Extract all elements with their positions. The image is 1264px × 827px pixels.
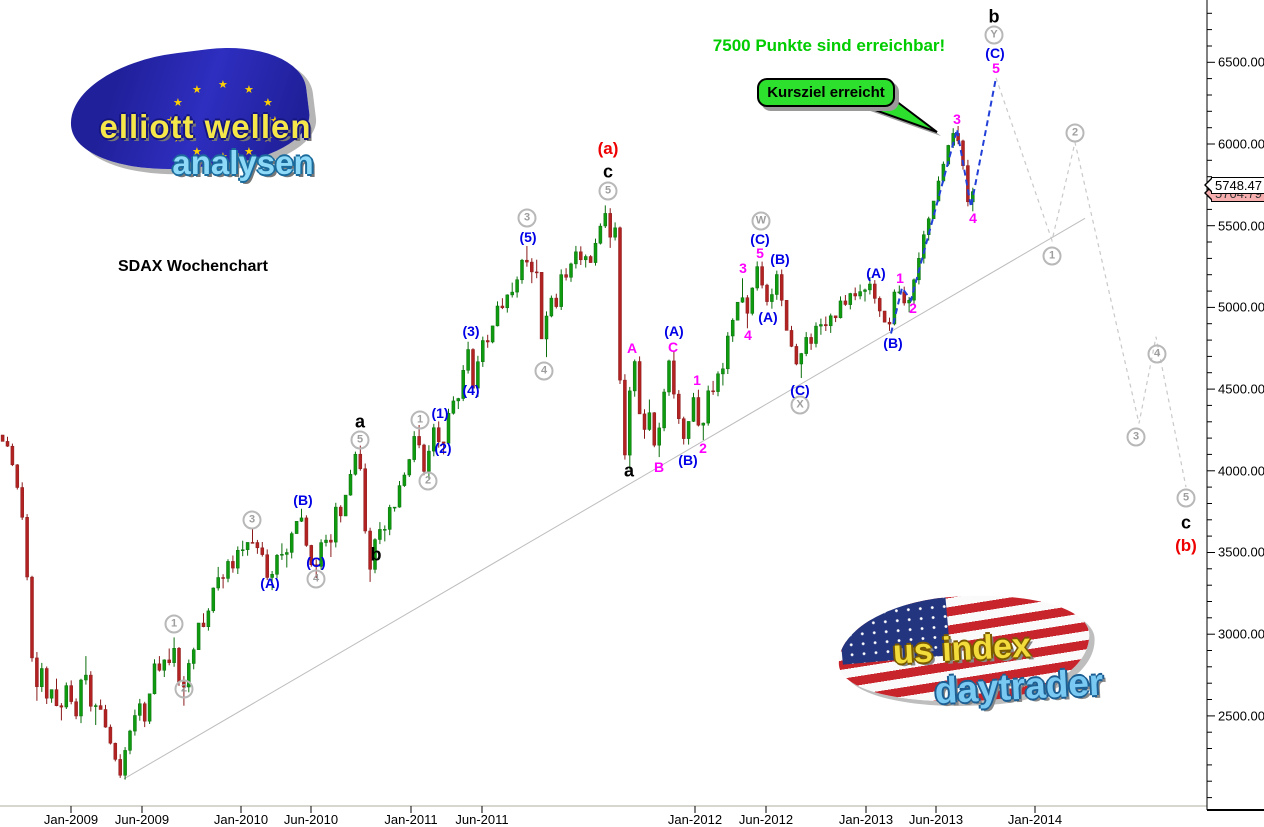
eu-star-icon: ★ [218,79,228,91]
wave-label-gray-2: 2 [1065,123,1085,143]
wave-label-magenta-5: 5 [992,60,1000,76]
wave-label-gray-3: 3 [1126,427,1146,447]
wave-label-blue-A: (A) [758,309,778,325]
logo-text-analysen: analysen [172,144,314,181]
wave-label-magenta-3: 3 [739,260,747,276]
wave-label-black-a: a [623,460,635,481]
y-axis-tick-label: 5000.00 [1218,299,1264,315]
wave-label-black-c: c [602,161,614,182]
wave-label-blue-B: (B) [293,492,313,508]
last-price-tag: 5748.47 [1204,177,1264,194]
wave-label-blue-5: (5) [519,229,537,245]
y-axis-tick-label: 4500.00 [1218,381,1264,397]
wave-label-gray-1: 1 [410,410,430,430]
wave-label-blue-3: (3) [462,323,480,339]
wave-label-blue-B: (B) [770,251,790,267]
x-axis-tick-label: Jan-2014 [1007,812,1063,827]
x-axis-tick-label: Jan-2010 [213,812,269,827]
eu-star-icon: ★ [218,151,228,163]
wave-label-gray-5: 5 [598,181,618,201]
us-index-daytrader-logo: us index daytrader [832,585,1137,740]
wave-label-black-c: c [1180,512,1192,533]
wave-label-gray-1: 1 [1042,246,1062,266]
chart-title: SDAX Wochenchart [118,258,268,275]
eu-star-icon: ★ [244,146,254,159]
wave-label-gray-4: 4 [534,361,554,381]
kursziel-callout-bubble: Kursziel erreicht [757,78,895,107]
wave-label-magenta-5: 5 [756,245,764,261]
eu-star-icon: ★ [192,146,202,159]
wave-label-gray-1: 1 [164,614,184,634]
wave-label-blue-B: (B) [883,335,903,351]
wave-label-blue-A: (A) [866,265,886,281]
y-axis-tick-label: 3500.00 [1218,544,1264,560]
wave-label-blue-2: (2) [434,440,452,456]
x-axis-tick-label: Jun-2012 [738,812,794,827]
eu-star-icon: ★ [166,115,176,127]
wave-label-gray-W: W [751,211,771,231]
wave-label-magenta-1: 1 [896,270,904,286]
wave-label-black-b: b [370,544,382,565]
wave-label-gray-2: 2 [418,471,438,491]
y-axis-tick-label: 4000.00 [1218,463,1264,479]
eu-star-icon: ★ [270,115,280,127]
y-axis-tick-label: 6000.00 [1218,136,1264,152]
wave-label-blue-C: (C) [306,554,326,570]
wave-label-blue-1: (1) [431,405,449,421]
wave-label-magenta-C: C [667,339,679,355]
wave-label-magenta-1: 1 [693,372,701,388]
wave-label-red-b: (b) [1175,536,1197,555]
x-axis-tick-label: Jun-2011 [455,812,509,827]
y-axis-tick-label: 2500.00 [1218,708,1264,724]
wave-label-blue-B: (B) [678,452,698,468]
eu-star-icon: ★ [263,133,273,145]
wave-label-magenta-3: 3 [953,111,961,127]
y-axis-tick-label: 3000.00 [1218,626,1264,642]
wave-label-black-a: a [354,411,366,432]
x-axis-tick-label: Jan-2009 [43,812,99,827]
y-axis-tick-label: 5500.00 [1218,218,1264,234]
eu-star-icon: ★ [263,97,273,109]
elliott-wellen-analysen-logo: ★ ★ ★ ★ ★ ★ ★ ★ ★ ★ ★ ★ elliott wellen analysen [58,37,353,202]
eu-star-icon: ★ [244,83,254,96]
wave-label-blue-4: (4) [462,382,480,398]
x-axis-tick-label: Jan-2013 [838,812,894,827]
wave-label-magenta-4: 4 [744,327,752,343]
x-axis-tick-label: Jun-2013 [908,812,964,827]
wave-label-gray-2: 2 [174,679,194,699]
wave-label-black-b: b [988,6,1000,27]
wave-label-blue-C: (C) [985,45,1005,61]
target-headline: 7500 Punkte sind erreichbar! [712,36,946,55]
wave-label-gray-5: 5 [1176,488,1196,508]
eu-star-icon: ★ [172,97,183,109]
y-axis-tick-label: 6500.00 [1218,54,1264,70]
wave-label-blue-C: (C) [790,382,810,398]
wave-label-magenta-2: 2 [909,300,917,316]
x-axis-tick-label: Jan-2011 [384,812,438,827]
wave-label-gray-4: 4 [306,569,326,589]
wave-label-red-a: (a) [597,139,619,158]
wave-label-magenta-4: 4 [969,210,977,226]
wave-label-gray-3: 3 [242,510,262,530]
eu-star-icon: ★ [192,83,202,96]
x-axis-tick-label: Jun-2010 [283,812,339,827]
wave-label-gray-5: 5 [350,430,370,450]
x-axis-tick-label: Jun-2009 [114,812,170,827]
eu-star-icon: ★ [172,133,183,145]
logo-text-elliott-wellen: elliott wellen [99,108,312,145]
wave-label-gray-Y: Y [984,25,1004,45]
wave-label-gray-3: 3 [517,208,537,228]
wave-label-gray-4: 4 [1147,344,1167,364]
wave-label-blue-C: (C) [750,231,770,247]
wave-label-gray-X: X [790,395,810,415]
wave-label-blue-A: (A) [260,575,280,591]
wave-label-blue-A: (A) [664,323,684,339]
x-axis-tick-label: Jan-2012 [667,812,723,827]
wave-label-magenta-2: 2 [699,440,707,456]
wave-label-magenta-B: B [653,459,665,475]
wave-label-magenta-A: A [626,340,638,356]
